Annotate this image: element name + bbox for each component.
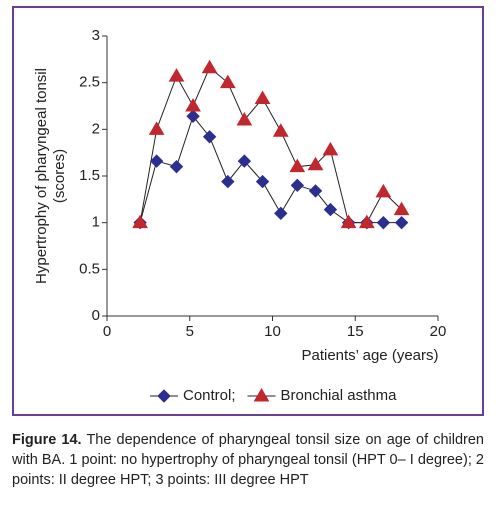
x-axis-label: Patients’ age (years) — [301, 347, 438, 364]
data-point — [132, 214, 148, 229]
data-point — [149, 154, 164, 168]
y-axis-label: Hypertrophy of pharyngeal tonsil — [33, 68, 50, 284]
data-point — [394, 215, 409, 230]
data-point — [219, 74, 236, 89]
series-line — [139, 66, 402, 224]
legend-label: Control; — [183, 387, 236, 404]
data-point — [322, 141, 339, 156]
data-point — [307, 156, 324, 171]
x-tick-label: 10 — [264, 323, 281, 340]
caption-text: The dependence of pharyngeal tonsil size… — [12, 432, 484, 488]
data-point — [289, 158, 306, 173]
data-point — [375, 183, 392, 198]
chart: 0 0.5 1 1.5 2 2.5 3 0 5 10 15 20 Patients’ age (year… — [33, 27, 447, 404]
data-point — [185, 98, 201, 112]
figure-frame — [12, 6, 484, 416]
legend-label: Bronchial asthma — [281, 387, 398, 404]
data-point — [201, 59, 218, 74]
data-point — [237, 154, 252, 168]
data-point — [255, 174, 270, 189]
data-point — [376, 215, 391, 230]
y-tick-label: 1.5 — [79, 167, 100, 184]
data-point — [274, 206, 288, 221]
legend-marker — [253, 388, 270, 402]
data-point — [169, 159, 184, 174]
data-point — [340, 214, 357, 229]
data-point — [272, 123, 289, 137]
data-point — [168, 68, 185, 82]
caption-label: Figure 14. — [12, 432, 82, 448]
data-point — [290, 178, 305, 193]
x-tick-label: 20 — [430, 323, 447, 340]
legend-marker — [157, 389, 171, 403]
y-tick-label: 0.5 — [79, 260, 100, 277]
x-tick-label: 15 — [347, 323, 364, 340]
data-point — [148, 121, 165, 135]
data-point — [323, 202, 338, 217]
data-point — [236, 112, 253, 126]
data-point — [393, 201, 410, 216]
data-point — [221, 174, 235, 189]
data-point — [308, 184, 323, 198]
y-axis-label: (scores) — [51, 149, 68, 203]
data-point — [254, 90, 271, 105]
data-point — [358, 214, 375, 229]
y-tick-label: 1 — [92, 214, 100, 231]
x-tick-label: 0 — [103, 323, 111, 340]
data-point — [202, 130, 217, 144]
y-tick-label: 0 — [92, 307, 100, 324]
caption: Figure 14. The dependence of pharyngeal … — [12, 430, 484, 490]
y-tick-label: 3 — [92, 27, 100, 44]
x-tick-label: 5 — [186, 323, 194, 340]
y-tick-label: 2.5 — [79, 74, 100, 91]
y-tick-label: 2 — [92, 120, 100, 137]
data-point — [186, 109, 200, 123]
